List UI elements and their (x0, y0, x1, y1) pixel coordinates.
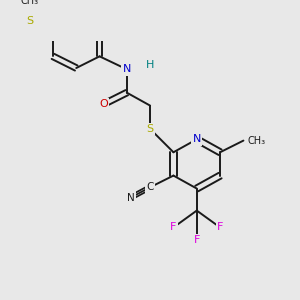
Text: CH₃: CH₃ (247, 136, 266, 146)
Text: H: H (146, 60, 154, 70)
Text: F: F (194, 236, 200, 245)
Text: N: N (193, 134, 201, 144)
Text: S: S (147, 124, 154, 134)
Text: F: F (170, 222, 177, 233)
Text: C: C (146, 182, 154, 192)
Text: F: F (217, 222, 223, 233)
Text: N: N (123, 64, 131, 74)
Text: S: S (26, 16, 33, 26)
Text: N: N (127, 193, 134, 202)
Text: O: O (99, 99, 108, 109)
Text: CH₃: CH₃ (20, 0, 39, 6)
